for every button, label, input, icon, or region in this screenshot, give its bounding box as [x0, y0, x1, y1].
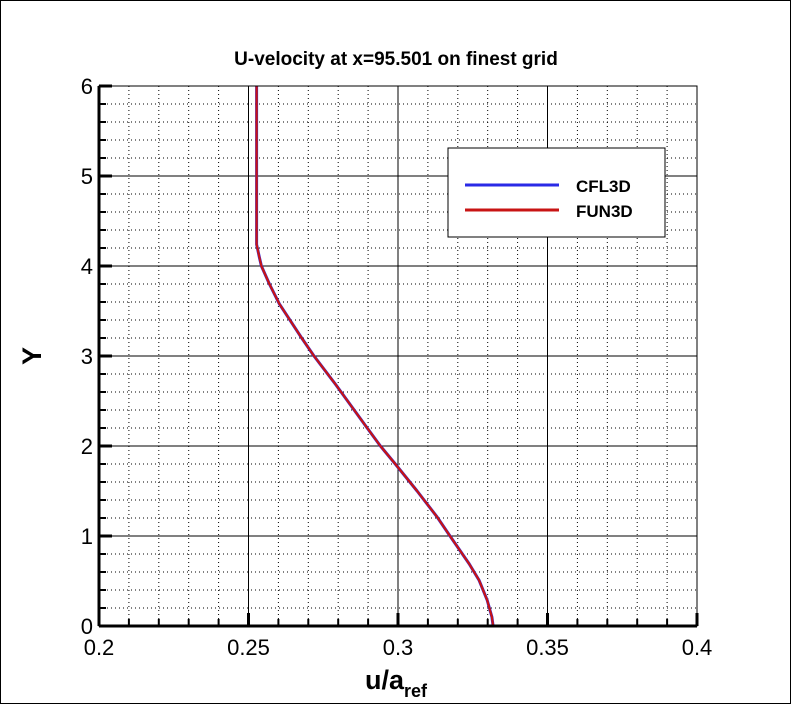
y-tick-label: 1 — [81, 524, 93, 549]
chart-title: U-velocity at x=95.501 on finest grid — [234, 49, 558, 70]
x-axis-label: u/aref — [365, 665, 428, 701]
y-tick-label: 6 — [81, 74, 93, 99]
x-tick-label: 0.25 — [227, 635, 270, 660]
x-axis-label-main: u/a — [365, 665, 405, 695]
x-tick-label: 0.3 — [383, 635, 414, 660]
series-group — [255, 86, 495, 627]
legend-label-cfl3d: CFL3D — [576, 177, 631, 196]
legend-box — [447, 147, 666, 238]
x-tick-label: 0.35 — [526, 635, 569, 660]
legend: CFL3D FUN3D — [447, 147, 666, 238]
legend-label-fun3d: FUN3D — [576, 202, 633, 221]
y-tick-label: 0 — [81, 614, 93, 639]
x-axis-label-subscript: ref — [404, 681, 428, 701]
x-tick-label: 0.2 — [84, 635, 115, 660]
y-axis-label: Y — [17, 347, 47, 365]
axes: 0.2 0.25 0.3 0.35 0.4 0 1 2 3 4 5 6 — [81, 74, 713, 660]
y-tick-label: 2 — [81, 434, 93, 459]
y-tick-label: 3 — [81, 344, 93, 369]
series-line-fun3d — [255, 86, 495, 627]
x-tick-label: 0.4 — [682, 635, 713, 660]
y-tick-label: 5 — [81, 164, 93, 189]
y-tick-label: 4 — [81, 254, 93, 279]
